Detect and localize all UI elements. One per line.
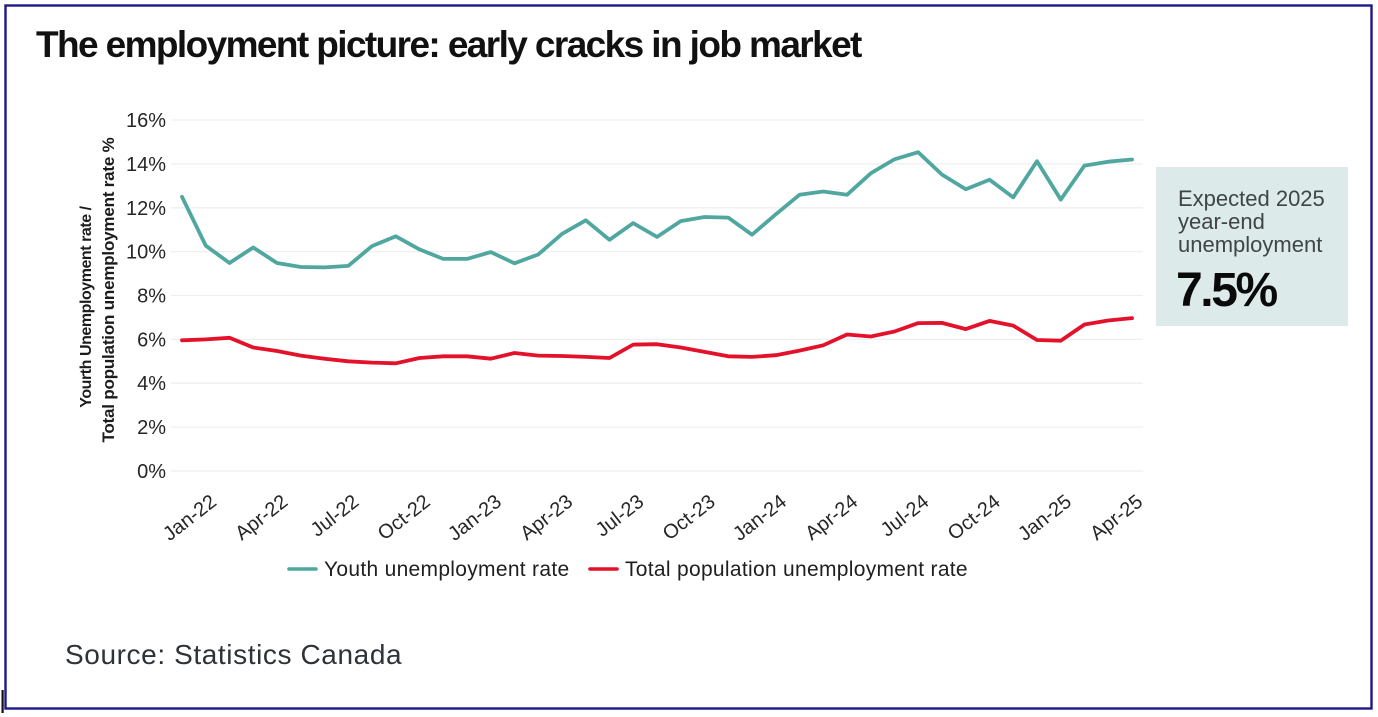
- svg-text:4%: 4%: [137, 373, 166, 395]
- svg-text:unemployment: unemployment: [1178, 232, 1322, 257]
- svg-text:12%: 12%: [126, 198, 166, 220]
- svg-text:8%: 8%: [137, 286, 166, 308]
- svg-text:10%: 10%: [126, 242, 166, 264]
- svg-text:Total population unemployment: Total population unemployment rate: [625, 558, 968, 581]
- svg-text:Total population unemployment: Total population unemployment rate %: [99, 137, 118, 442]
- svg-text:6%: 6%: [137, 329, 166, 351]
- svg-text:year-end: year-end: [1178, 209, 1265, 234]
- svg-text:Youth unemployment rate: Youth unemployment rate: [324, 558, 569, 581]
- svg-text:16%: 16%: [126, 110, 166, 132]
- svg-text:14%: 14%: [126, 154, 166, 176]
- svg-text:2%: 2%: [137, 417, 166, 439]
- svg-text:Source: Statistics Canada: Source: Statistics Canada: [65, 639, 402, 670]
- svg-text:0%: 0%: [137, 461, 166, 483]
- svg-text:Expected 2025: Expected 2025: [1178, 186, 1325, 211]
- svg-text:The employment picture: early: The employment picture: early cracks in …: [36, 24, 862, 65]
- svg-text:Yourth Unemployment rate /: Yourth Unemployment rate /: [78, 205, 95, 407]
- svg-text:7.5%: 7.5%: [1176, 264, 1278, 317]
